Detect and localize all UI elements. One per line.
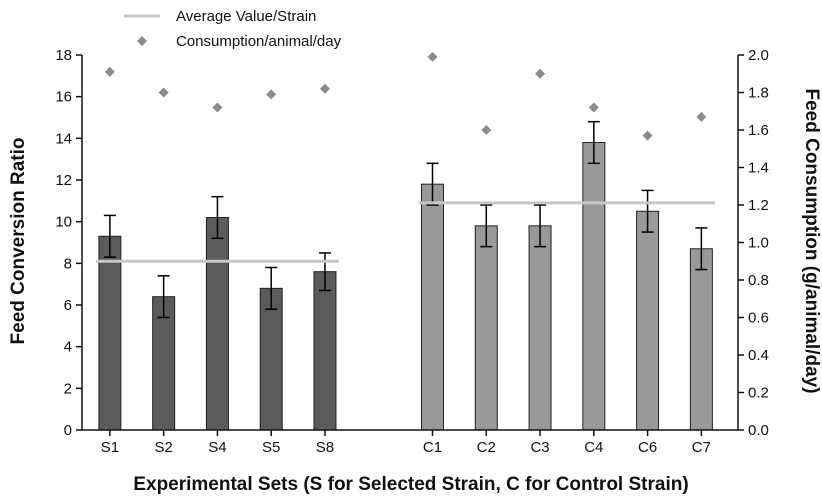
category-label-C6: C6 [638, 439, 657, 456]
category-label-S8: S8 [316, 439, 334, 456]
right-tick-label: 0.4 [748, 347, 769, 364]
right-tick-label: 0.8 [748, 272, 769, 289]
category-label-C1: C1 [423, 439, 442, 456]
bar-C7 [689, 248, 713, 431]
consumption-marker-C7 [696, 111, 707, 122]
right-axis-ticks: 0.0 0.2 0.4 0.6 0.8 1.0 1.2 1.4 1.6 1.8 2.0 [738, 47, 769, 439]
right-tick-label: 1.2 [748, 197, 769, 214]
left-tick-label: 6 [64, 297, 72, 314]
right-tick-label: 0.0 [748, 422, 769, 439]
bar-S1 [98, 235, 122, 431]
consumption-markers [104, 51, 707, 141]
left-tick-label: 4 [64, 339, 72, 356]
category-label-S5: S5 [262, 439, 280, 456]
left-tick-label: 8 [64, 255, 72, 272]
right-tick-label: 1.8 [748, 85, 769, 102]
left-tick-label: 0 [64, 422, 72, 439]
left-axis-ticks: 0 2 4 6 8 10 12 14 16 18 [55, 47, 82, 439]
bar-C1 [421, 183, 445, 431]
category-label-C3: C3 [530, 439, 549, 456]
left-tick-label: 12 [55, 172, 72, 189]
category-label-S4: S4 [208, 439, 226, 456]
right-tick-label: 2.0 [748, 47, 769, 64]
category-label-C2: C2 [477, 439, 496, 456]
bar-C4 [582, 142, 606, 431]
legend-label-consumption: Consumption/animal/day [176, 33, 342, 50]
category-label-C7: C7 [692, 439, 711, 456]
left-tick-label: 2 [64, 380, 72, 397]
category-label-S2: S2 [154, 439, 172, 456]
consumption-marker-C2 [481, 125, 492, 135]
bar-S4 [205, 217, 229, 431]
left-tick-label: 16 [55, 89, 72, 106]
consumption-marker-C6 [642, 130, 653, 141]
bar-C2 [474, 225, 498, 431]
average-lines [95, 201, 716, 263]
left-tick-label: 18 [55, 47, 72, 64]
left-tick-label: 10 [55, 214, 72, 231]
consumption-marker-S5 [266, 89, 277, 100]
right-tick-label: 1.0 [748, 235, 769, 252]
left-axis-title: Feed Conversion Ratio [8, 138, 29, 345]
bars [98, 142, 713, 431]
bar-S8 [313, 271, 337, 431]
category-label-S1: S1 [101, 439, 119, 456]
right-tick-label: 1.6 [748, 122, 769, 139]
consumption-marker-S4 [212, 102, 223, 113]
right-tick-label: 1.4 [748, 160, 769, 177]
x-axis-title: Experimental Sets (S for Selected Strain… [133, 474, 688, 495]
left-tick-label: 14 [55, 130, 72, 147]
consumption-marker-C4 [588, 102, 599, 113]
right-tick-label: 0.2 [748, 385, 769, 402]
consumption-marker-S1 [104, 66, 115, 77]
right-tick-label: 0.6 [748, 310, 769, 327]
consumption-marker-S2 [158, 87, 169, 98]
category-labels: S1 S2 S4 S5 S8 C1 C2 C3 C4 C6 C7 [101, 430, 711, 456]
axes [81, 55, 739, 431]
right-axis-title: Feed Consumption (g/animal/day) [801, 88, 822, 393]
consumption-marker-C3 [535, 68, 546, 79]
legend-diamond-swatch [137, 36, 147, 46]
legend-label-average: Average Value/Strain [176, 8, 316, 25]
consumption-marker-C1 [427, 51, 438, 62]
bar-C6 [636, 210, 660, 431]
category-label-C4: C4 [584, 439, 603, 456]
error-bars [103, 120, 708, 319]
consumption-marker-S8 [319, 83, 330, 94]
bar-C3 [528, 225, 552, 431]
legend: Average Value/Strain Consumption/animal/… [124, 8, 342, 50]
